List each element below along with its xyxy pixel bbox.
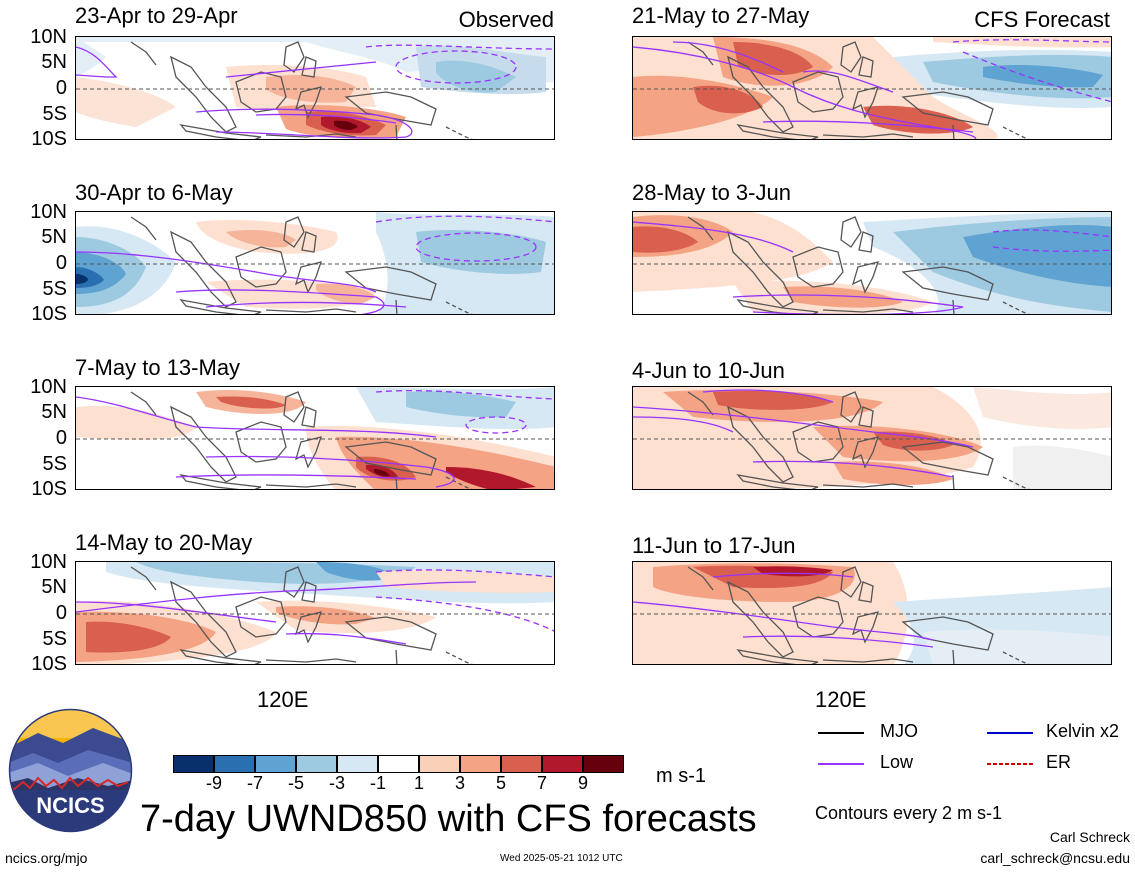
map-field (76, 387, 554, 489)
lat-label: 0 (55, 252, 67, 274)
colorbar-swatch (214, 755, 255, 773)
lat-label: 5S (42, 628, 67, 650)
colorbar-tick-label: 3 (454, 773, 465, 793)
lat-label: 5S (42, 103, 67, 125)
colorbar-swatch (255, 755, 296, 773)
colorbar-tick-label: 7 (536, 773, 547, 793)
map-field (633, 387, 1111, 489)
map-panel (75, 386, 555, 490)
map-panel (75, 211, 555, 315)
map-panel (632, 211, 1112, 315)
lat-label: 5N (41, 401, 67, 423)
map-field (76, 37, 554, 139)
lat-label: 0 (55, 602, 67, 624)
map-field (633, 212, 1111, 314)
panel-title: 4-Jun to 10-Jun (632, 358, 785, 383)
lat-label: 10S (31, 128, 67, 150)
colorbar-swatch (501, 755, 542, 773)
colorbar-tick-label: -1 (369, 773, 386, 793)
legend-mjo-line (818, 732, 864, 734)
colorbar-tick-label: -3 (328, 773, 345, 793)
colorbar-tick-label: -7 (246, 773, 263, 793)
legend-mjo-label: MJO (880, 721, 918, 741)
lat-label: 0 (55, 77, 67, 99)
lat-label: 0 (55, 427, 67, 449)
lat-label: 10S (31, 653, 67, 675)
map-field (633, 562, 1111, 664)
colorbar-swatch (460, 755, 501, 773)
ncics-logo: NCICS (8, 708, 133, 833)
panel-title: 14-May to 20-May (75, 530, 253, 555)
lat-label: 10N (30, 201, 67, 223)
lat-label: 5N (41, 51, 67, 73)
logo-art: NCICS (8, 708, 133, 833)
lon-label: 120E (815, 687, 867, 712)
lat-label: 10N (30, 26, 67, 48)
map-panel (75, 561, 555, 665)
colorbar-units: m s-1 (656, 765, 706, 787)
legend-kelvin-label: Kelvin x2 (1046, 721, 1120, 741)
contours-note: Contours every 2 m s-1 (815, 803, 1003, 823)
forecast-label: CFS Forecast (974, 7, 1110, 32)
lat-label: 5N (41, 576, 67, 598)
map-panel (632, 561, 1112, 665)
legend-er-label: ER (1046, 752, 1072, 772)
panel-title: 30-Apr to 6-May (75, 180, 233, 205)
panel-title: 7-May to 13-May (75, 355, 241, 380)
legend-kelvin-line (987, 732, 1033, 734)
footer-email: carl_schreck@ncsu.edu (980, 850, 1130, 866)
legend-low-label: Low (880, 752, 914, 772)
logo-text: NCICS (36, 793, 104, 818)
colorbar-swatch (296, 755, 337, 773)
colorbar-swatch (337, 755, 378, 773)
map-panel (75, 36, 555, 140)
figure-title: 7-day UWND850 with CFS forecasts (140, 798, 757, 840)
legend-low-line (818, 763, 864, 765)
colorbar-swatch (583, 755, 624, 773)
map-panel (632, 386, 1112, 490)
colorbar-tick-label: 9 (577, 773, 588, 793)
lat-label: 5N (41, 226, 67, 248)
colorbar-tick-label: 1 (413, 773, 424, 793)
colorbar-swatch (378, 755, 419, 773)
panel-title: 11-Jun to 17-Jun (632, 533, 796, 558)
lat-label: 10S (31, 303, 67, 325)
lon-label: 120E (257, 687, 309, 712)
footer-author: Carl Schreck (1049, 829, 1130, 845)
colorbar-tick-label: -5 (287, 773, 304, 793)
lat-label: 10N (30, 551, 67, 573)
footer-url: ncics.org/mjo (5, 850, 88, 866)
colorbar-swatch (173, 755, 214, 773)
map-field (633, 37, 1111, 139)
panel-title: 28-May to 3-Jun (632, 180, 791, 205)
map-field (76, 562, 554, 664)
legend-er-line (987, 763, 1033, 765)
lat-label: 5S (42, 278, 67, 300)
colorbar-swatch (419, 755, 460, 773)
lat-label: 5S (42, 453, 67, 475)
lat-label: 10S (31, 478, 67, 500)
colorbar-swatch (542, 755, 583, 773)
map-field (76, 212, 554, 314)
lat-label: 10N (30, 376, 67, 398)
observed-label: Observed (458, 7, 554, 32)
map-panel (632, 36, 1112, 140)
panel-title: 21-May to 27-May (632, 3, 810, 28)
colorbar-tick-label: -9 (205, 773, 222, 793)
panel-title: 23-Apr to 29-Apr (75, 3, 238, 28)
colorbar-tick-label: 5 (495, 773, 506, 793)
footer-timestamp: Wed 2025-05-21 1012 UTC (500, 853, 623, 864)
